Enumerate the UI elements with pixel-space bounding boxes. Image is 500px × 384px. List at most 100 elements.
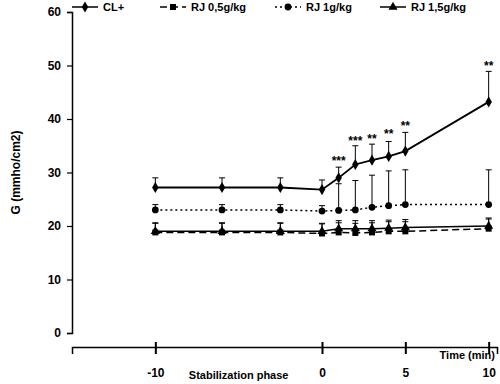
y-tick-label: 40 [48, 112, 62, 126]
point [319, 184, 325, 195]
y-tick-mark [67, 333, 72, 334]
error-bar [486, 170, 492, 205]
legend-label: RJ 1,5g/kg [411, 1, 466, 13]
y-tick-label: 0 [54, 326, 61, 340]
y-tick-mark [67, 119, 72, 120]
point [385, 202, 392, 209]
point [351, 223, 360, 231]
y-tick: 20 [48, 219, 72, 233]
error-bar-cap [386, 220, 392, 221]
point [277, 207, 284, 214]
point [485, 96, 491, 107]
x-tick-mark [405, 342, 407, 354]
point [485, 201, 492, 208]
error-bar-cap [219, 223, 225, 224]
error-bar-stem [338, 184, 339, 211]
point [484, 221, 493, 229]
error-bar-cap [277, 223, 283, 224]
significance-label: ** [401, 119, 411, 133]
x-tick: -10 [147, 342, 165, 380]
point [334, 223, 343, 231]
error-bar-stem [488, 170, 489, 205]
y-tick-mark [67, 279, 72, 280]
y-tick-mark [67, 12, 72, 13]
y-axis-title: G (mmho/cm2) [9, 130, 23, 214]
y-tick: 50 [48, 59, 72, 73]
legend-marker [170, 4, 176, 10]
point [352, 159, 358, 170]
y-tick-label: 10 [48, 273, 62, 287]
error-bar-cap [336, 220, 342, 221]
error-bar-cap [386, 170, 392, 171]
error-bar-cap [352, 220, 358, 221]
x-tick-mark [322, 342, 324, 354]
error-bar [336, 184, 342, 211]
x-tick-mark [155, 342, 157, 354]
x-axis-title: Time (min) [440, 349, 496, 361]
error-bar-cap [152, 177, 158, 178]
y-tick-mark [67, 226, 72, 227]
y-tick-mark [67, 172, 72, 173]
error-bar-cap [319, 179, 325, 180]
point [276, 226, 285, 234]
point [219, 207, 226, 214]
y-tick: 0 [54, 326, 72, 340]
error-bar-cap [486, 217, 492, 218]
point [317, 226, 326, 234]
error-bar-cap [369, 175, 375, 176]
x-tick: 0 [319, 342, 326, 380]
significance-label: ** [484, 59, 494, 73]
legend-item: RJ 1,5g/kg [380, 1, 466, 13]
error-bar-cap [402, 219, 408, 220]
y-tick-label: 60 [48, 5, 62, 19]
point [367, 223, 376, 231]
legend-marker [82, 1, 88, 12]
y-tick-mark [67, 65, 72, 66]
point [335, 207, 342, 214]
error-bar-cap [336, 183, 342, 184]
point [219, 182, 225, 193]
point [369, 204, 376, 211]
y-tick: 60 [48, 5, 72, 19]
significance-label: *** [332, 154, 346, 168]
point [402, 146, 408, 157]
error-bar-cap [219, 222, 225, 223]
legend-marker [388, 2, 397, 10]
y-tick-label: 20 [48, 219, 62, 233]
error-bar-cap [277, 177, 283, 178]
error-bar-cap [152, 204, 158, 205]
y-axis-line [67, 13, 73, 334]
point [151, 226, 160, 234]
error-bar-cap [486, 169, 492, 170]
point [319, 208, 326, 215]
point [277, 182, 283, 193]
point [385, 151, 391, 162]
significance-label: ** [384, 127, 394, 141]
y-tick: 30 [48, 166, 72, 180]
y-tick-label: 30 [48, 166, 62, 180]
x-tick: 5 [402, 342, 409, 380]
legend: CL+RJ 0,5g/kgRJ 1g/kgRJ 1,5g/kg [72, 1, 466, 13]
error-bar-cap [152, 223, 158, 224]
significance-label: ** [367, 132, 377, 146]
error-bar-cap [219, 177, 225, 178]
legend-item: CL+ [72, 1, 124, 13]
y-tick-label: 50 [48, 59, 62, 73]
point [401, 222, 410, 230]
point [152, 182, 158, 193]
point [384, 223, 393, 231]
y-tick: 40 [48, 112, 72, 126]
point [152, 207, 159, 214]
error-bar-cap [319, 205, 325, 206]
error-bar-cap [277, 204, 283, 205]
error-bar-cap [369, 220, 375, 221]
y-tick: 10 [48, 273, 72, 287]
legend-item: RJ 1g/kg [275, 1, 352, 13]
x-tick-label: 5 [402, 366, 409, 380]
error-bar-stem [388, 171, 389, 206]
x-tick-label: 10 [482, 366, 496, 380]
point [352, 207, 359, 214]
error-bar-cap [277, 222, 283, 223]
legend-label: CL+ [103, 1, 124, 13]
chart: 0 10 20 30 40 50 60 G (mmho/cm2) -10 0 5 10 Time (mi… [0, 0, 500, 384]
